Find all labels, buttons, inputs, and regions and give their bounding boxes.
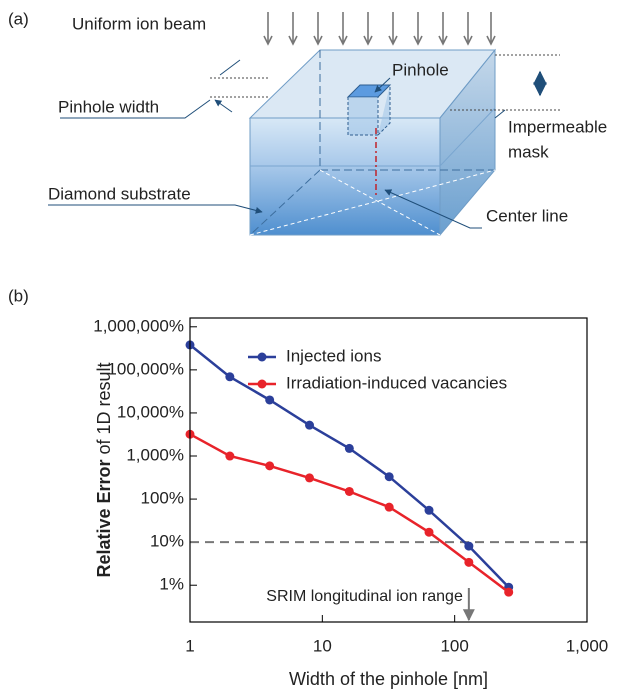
data-point [464,541,474,551]
chart: 1% 10% 100% 1,000% 10,000% 100,000% 1,000,000%… [93,316,608,688]
diagram-label: Center line [486,206,568,225]
legend-marker [257,379,267,389]
legend-label: Irradiation-induced vacancies [286,373,507,392]
data-point [384,502,394,512]
x-tick-label: 1,000 [566,636,609,655]
data-point [225,451,235,461]
data-point [225,372,235,382]
diagram-label: Diamond substrate [48,184,191,203]
data-point [424,527,434,537]
x-tick-label: 100 [440,636,468,655]
annotation-text: SRIM longitudinal ion range [266,588,463,605]
y-axis-label: Relative Error of 1D result [94,362,114,577]
data-point [384,472,394,482]
data-point [504,587,514,597]
y-tick-label: 10,000% [117,402,184,421]
callout-lines [48,54,560,229]
data-point [344,486,354,496]
diagram-label: Impermeable [508,117,607,136]
y-tick-label: 1,000,000% [93,316,184,335]
legend-label: Injected ions [286,346,381,365]
diagram-label: Uniform ion beam [72,14,206,33]
data-point [424,505,434,515]
data-point [305,420,315,430]
panel-label: (b) [8,286,29,305]
mask-box [248,48,497,237]
diagram-label: Pinhole [392,60,449,79]
y-tick-label: 10% [150,532,184,551]
y-tick-label: 1% [159,575,184,594]
y-axis-label-part: Relative Error [94,459,114,577]
y-tick-label: 100% [141,489,184,508]
panel-label: (a) [8,9,29,28]
y-tick-label: 1,000% [126,445,184,464]
data-point [464,557,474,567]
data-point [344,443,354,453]
legend-marker [257,352,267,362]
x-axis-label: Width of the pinhole [nm] [289,669,488,689]
diagram-label: mask [508,142,549,161]
ion-beam-arrows [263,12,496,46]
series-line [189,433,510,594]
x-tick-label: 10 [313,636,332,655]
x-tick-label: 1 [185,636,194,655]
data-point [265,395,275,405]
y-tick-label: 100,000% [107,359,184,378]
plot-frame [189,317,588,623]
y-axis-label-part: of 1D result [94,362,114,454]
data-point [305,473,315,483]
diagram-label: Pinhole width [58,97,159,116]
data-point [265,461,275,471]
